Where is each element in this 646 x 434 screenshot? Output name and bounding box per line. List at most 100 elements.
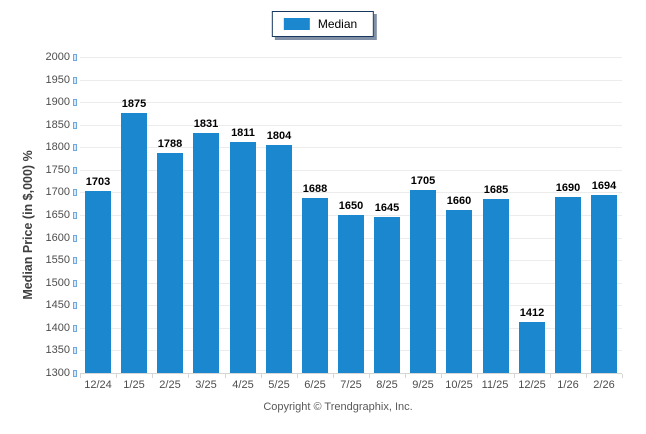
y-axis-tick-label: 1800 (45, 141, 70, 153)
y-axis-tick-mark (73, 347, 77, 354)
bar-value-label: 1703 (85, 176, 111, 188)
y-axis-tick-mark (73, 167, 77, 174)
y-axis-tick-mark (73, 189, 77, 196)
bar-value-label: 1875 (121, 98, 147, 110)
x-axis-tick-mark (297, 374, 298, 378)
x-axis-tick-label: 11/25 (481, 379, 509, 391)
bar-value-label: 1788 (157, 138, 183, 150)
x-axis-tick-label: 12/25 (518, 379, 546, 391)
bar-value-label: 1688 (302, 183, 328, 195)
y-axis-tick-label: 1550 (45, 254, 70, 266)
bar-2/25 (157, 153, 183, 373)
x-axis-tick-label: 1/25 (123, 379, 145, 391)
bar-10/25 (446, 210, 472, 373)
x-axis-tick-label: 12/24 (84, 379, 112, 391)
bar-12/25 (519, 322, 545, 373)
x-axis-tick-label: 7/25 (340, 379, 362, 391)
bar-value-label: 1650 (338, 200, 364, 212)
bar-5/25 (266, 145, 292, 373)
bar-12/24 (85, 191, 111, 373)
y-axis-tick-mark (73, 144, 77, 151)
legend-swatch-median (283, 18, 310, 30)
x-axis-tick-mark (514, 374, 515, 378)
x-axis-tick-label: 10/25 (445, 379, 473, 391)
y-axis-tick-label: 1450 (45, 299, 70, 311)
bar-value-label: 1412 (519, 307, 545, 319)
y-axis-tick-label: 1600 (45, 232, 70, 244)
x-axis-tick-mark (586, 374, 587, 378)
y-axis-tick-label: 1750 (45, 164, 70, 176)
y-axis-tick-mark (73, 370, 77, 377)
bar-value-label: 1645 (374, 202, 400, 214)
y-axis-tick-mark (73, 122, 77, 129)
x-axis-tick-label: 8/25 (376, 379, 398, 391)
y-axis-tick-mark (73, 280, 77, 287)
gridline (80, 102, 622, 103)
y-axis-tick-label: 2000 (45, 51, 70, 63)
x-axis-tick-label: 9/25 (412, 379, 434, 391)
bar-7/25 (338, 215, 364, 373)
x-axis-tick-label: 6/25 (304, 379, 326, 391)
x-axis-tick-mark (550, 374, 551, 378)
bar-value-label: 1705 (410, 175, 436, 187)
x-axis-tick-mark (405, 374, 406, 378)
x-axis-tick-label: 4/25 (232, 379, 254, 391)
y-axis-tick-mark (73, 54, 77, 61)
gridline (80, 170, 622, 171)
y-axis-tick-label: 1850 (45, 119, 70, 131)
bar-8/25 (374, 217, 400, 373)
bar-3/25 (193, 133, 219, 373)
x-axis-tick-label: 2/26 (593, 379, 615, 391)
bar-value-label: 1660 (446, 195, 472, 207)
bar-value-label: 1831 (193, 118, 219, 130)
bar-value-label: 1804 (266, 130, 292, 142)
x-axis-tick-label: 1/26 (557, 379, 579, 391)
y-axis-tick-label: 1650 (45, 209, 70, 221)
x-axis-tick-mark (261, 374, 262, 378)
bar-1/26 (555, 197, 581, 373)
y-axis-tick-label: 1700 (45, 186, 70, 198)
x-axis-tick-label: 3/25 (195, 379, 217, 391)
y-axis-tick-mark (73, 325, 77, 332)
y-axis-tick-mark (73, 212, 77, 219)
gridline (80, 192, 622, 193)
x-axis-tick-label: 5/25 (268, 379, 290, 391)
x-axis-tick-label: 2/25 (159, 379, 181, 391)
bar-1/25 (121, 113, 147, 373)
copyright-text: Copyright © Trendgraphix, Inc. (263, 401, 413, 413)
y-axis-tick-label: 1900 (45, 96, 70, 108)
bar-value-label: 1685 (483, 184, 509, 196)
bar-6/25 (302, 198, 328, 373)
legend-label-median: Median (317, 17, 358, 31)
x-axis-tick-mark (622, 374, 623, 378)
y-axis-tick-mark (73, 235, 77, 242)
gridline (80, 80, 622, 81)
bar-2/26 (591, 195, 617, 373)
gridline (80, 147, 622, 148)
x-axis-tick-mark (152, 374, 153, 378)
legend: Median (271, 11, 375, 37)
y-axis-tick-mark (73, 257, 77, 264)
y-axis-tick-label: 1300 (45, 367, 70, 379)
bar-value-label: 1694 (591, 180, 617, 192)
x-axis-tick-mark (441, 374, 442, 378)
bar-11/25 (483, 199, 509, 373)
y-axis-tick-label: 1950 (45, 74, 70, 86)
bar-value-label: 1690 (555, 182, 581, 194)
bar-value-label: 1811 (231, 127, 255, 139)
plot-area: 1703 1875 1788 1831 1811 1804 1688 1650 1645 1705… (80, 57, 622, 374)
y-axis-tick-label: 1350 (45, 344, 70, 356)
gridline (80, 57, 622, 58)
y-axis-tick-mark (73, 302, 77, 309)
x-axis-tick-mark (225, 374, 226, 378)
y-axis-tick-label: 1500 (45, 277, 70, 289)
y-axis-tick-label: 1400 (45, 322, 70, 334)
x-axis-tick-mark (369, 374, 370, 378)
y-axis-tick-mark (73, 77, 77, 84)
x-axis-tick-mark (188, 374, 189, 378)
bar-9/25 (410, 190, 436, 373)
x-axis-tick-mark (333, 374, 334, 378)
bar-4/25 (230, 142, 256, 373)
x-axis-tick-mark (80, 374, 81, 378)
